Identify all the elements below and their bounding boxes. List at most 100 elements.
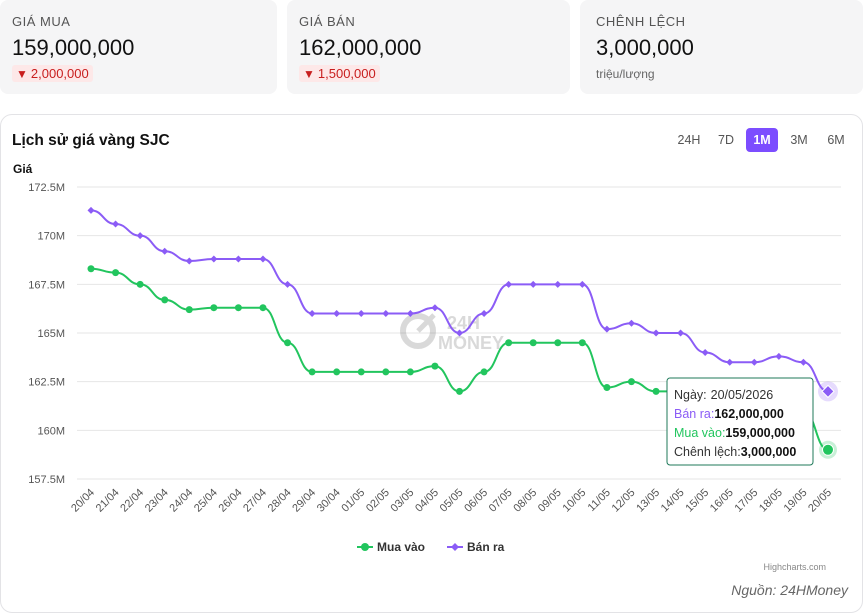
data-point-sell[interactable]	[333, 310, 341, 318]
data-point-sell[interactable]	[382, 310, 390, 318]
data-point-sell[interactable]	[652, 329, 660, 337]
y-tick-label: 167.5M	[28, 279, 65, 291]
legend-marker-sell	[451, 543, 459, 551]
range-1m-button[interactable]: 1M	[746, 128, 778, 152]
spread-card: CHÊNH LỆCH 3,000,000 triệu/lượng	[580, 0, 863, 94]
data-point-buy[interactable]	[259, 304, 267, 312]
x-tick-label: 08/05	[511, 487, 539, 515]
legend-item-sell[interactable]: Bán ra	[467, 540, 505, 554]
data-point-buy[interactable]	[529, 339, 537, 347]
x-tick-label: 20/05	[806, 487, 834, 515]
data-point-buy[interactable]	[185, 306, 193, 314]
x-tick-label: 24/04	[167, 487, 195, 515]
data-point-sell[interactable]	[799, 358, 807, 366]
data-point-sell[interactable]	[161, 247, 169, 255]
chart-legend: Mua vào Bán ra	[357, 540, 505, 554]
data-point-buy[interactable]	[603, 384, 611, 392]
data-point-buy[interactable]	[822, 443, 834, 456]
data-point-sell[interactable]	[357, 310, 365, 318]
data-point-buy[interactable]	[554, 339, 562, 347]
data-point-buy[interactable]	[308, 368, 316, 376]
x-tick-label: 16/05	[708, 487, 736, 515]
data-point-buy[interactable]	[431, 362, 439, 370]
series-layer	[87, 206, 838, 459]
data-point-sell[interactable]	[627, 319, 635, 327]
data-point-sell[interactable]	[701, 348, 709, 356]
data-point-sell[interactable]	[603, 325, 611, 333]
data-point-buy[interactable]	[406, 368, 414, 376]
data-point-buy[interactable]	[333, 368, 341, 376]
data-point-buy[interactable]	[210, 304, 218, 312]
tooltip-sell: 162,000,000	[714, 407, 784, 421]
data-point-sell[interactable]	[775, 352, 783, 360]
data-point-sell[interactable]	[284, 280, 292, 288]
data-point-sell[interactable]	[234, 255, 242, 263]
data-point-sell[interactable]	[185, 257, 193, 265]
data-point-sell[interactable]	[456, 329, 463, 337]
y-axis-title: Giá	[13, 162, 33, 176]
range-6m-button[interactable]: 6M	[827, 133, 845, 147]
data-point-buy[interactable]	[627, 378, 635, 386]
data-point-buy[interactable]	[480, 368, 488, 376]
data-point-buy[interactable]	[382, 368, 390, 376]
x-tick-label: 01/05	[339, 487, 367, 515]
data-point-buy[interactable]	[136, 280, 144, 288]
x-tick-label: 17/05	[732, 487, 760, 515]
data-point-sell[interactable]	[308, 310, 316, 318]
data-point-sell[interactable]	[406, 310, 414, 318]
triangle-down-icon: ▼	[16, 67, 28, 81]
data-point-sell[interactable]	[726, 358, 734, 366]
data-point-buy[interactable]	[161, 296, 169, 304]
x-tick-label: 07/05	[487, 487, 515, 515]
data-point-sell[interactable]	[87, 206, 95, 214]
watermark: 24H MONEY	[400, 313, 504, 353]
x-tick-label: 14/05	[659, 487, 687, 515]
legend-marker-buy	[361, 543, 369, 551]
range-24h-button[interactable]: 24H	[677, 133, 701, 147]
data-point-sell[interactable]	[210, 255, 218, 263]
data-point-buy[interactable]	[652, 387, 660, 395]
data-point-buy[interactable]	[357, 368, 365, 376]
tooltip-sell-label: Bán ra:	[674, 407, 714, 421]
tooltip-box	[666, 377, 814, 466]
data-point-sell[interactable]	[677, 329, 685, 337]
chart-tooltip: Ngày: 20/05/2026 Bán ra:162,000,000 Mua v…	[666, 377, 814, 466]
data-point-sell[interactable]	[431, 304, 439, 312]
x-tick-label: 06/05	[462, 487, 490, 515]
x-tick-label: 10/05	[561, 487, 589, 515]
buy-change-value: 2,000,000	[30, 66, 89, 81]
data-point-sell[interactable]	[529, 280, 537, 288]
price-history-chart: Giá157.5M160M162.5M165M167.5M170M172.5M …	[13, 162, 841, 554]
data-point-buy[interactable]	[456, 387, 463, 395]
legend-item-buy[interactable]: Mua vào	[377, 540, 425, 554]
chart-credits[interactable]: Highcharts.com	[763, 562, 826, 572]
x-tick-label: 21/04	[94, 487, 122, 515]
data-point-buy[interactable]	[112, 269, 120, 277]
tooltip-text: Ngày: 20/05/2026 Bán ra:162,000,000 Mua v…	[674, 388, 798, 459]
x-tick-label: 28/04	[266, 487, 294, 515]
data-point-buy[interactable]	[284, 339, 292, 347]
data-point-buy[interactable]	[234, 304, 242, 312]
range-3m-button[interactable]: 3M	[790, 133, 808, 147]
data-point-sell[interactable]	[136, 232, 144, 240]
data-point-sell[interactable]	[112, 220, 120, 228]
y-tick-label: 157.5M	[28, 474, 65, 486]
watermark-logo-icon	[400, 313, 436, 349]
data-point-buy[interactable]	[578, 339, 586, 347]
x-tick-label: 15/05	[683, 487, 711, 515]
range-7d-button[interactable]: 7D	[718, 133, 734, 147]
data-point-sell[interactable]	[578, 280, 586, 288]
x-tick-label: 02/05	[364, 487, 392, 515]
data-point-sell[interactable]	[505, 280, 513, 288]
triangle-down-icon: ▼	[303, 67, 315, 81]
x-tick-label: 20/04	[69, 487, 97, 515]
data-point-sell[interactable]	[821, 384, 835, 399]
data-point-sell[interactable]	[554, 280, 562, 288]
data-point-sell[interactable]	[750, 358, 758, 366]
x-tick-label: 11/05	[586, 487, 613, 514]
data-point-buy[interactable]	[505, 339, 513, 347]
data-point-buy[interactable]	[87, 265, 95, 273]
data-point-sell[interactable]	[259, 255, 267, 263]
data-point-sell[interactable]	[480, 310, 488, 318]
x-tick-label: 25/04	[192, 487, 220, 515]
